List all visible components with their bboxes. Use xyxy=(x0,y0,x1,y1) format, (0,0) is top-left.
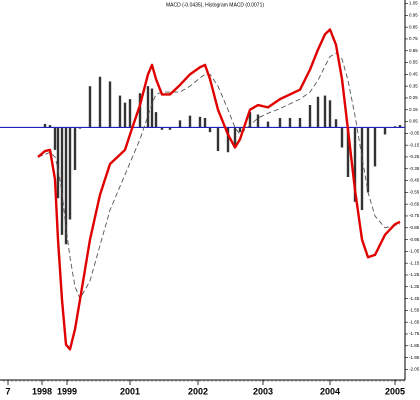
histogram-bar xyxy=(60,127,64,235)
x-tick-label: 1998 xyxy=(32,386,52,396)
histogram-bar xyxy=(64,127,68,245)
y-tick-label: -1.55 xyxy=(409,308,420,313)
histogram-bar xyxy=(360,127,364,211)
y-tick-label: 0.55 xyxy=(409,60,418,65)
y-tick-label: 0.35 xyxy=(409,83,418,88)
histogram-bar xyxy=(226,127,230,153)
histogram-bar xyxy=(203,118,207,128)
histogram-bar xyxy=(328,100,332,128)
chart-title: MACD (-0.0435), Histogram MACD (0.0071) xyxy=(166,2,264,8)
histogram-bar xyxy=(154,112,158,128)
x-tick-label: 1999 xyxy=(57,386,77,396)
y-tick-label: -1.95 xyxy=(409,355,420,360)
histogram-bar xyxy=(208,127,212,133)
x-tick-label: 2003 xyxy=(253,386,273,396)
histogram-bar xyxy=(73,127,77,170)
signal-line xyxy=(37,52,401,300)
histogram-bar xyxy=(323,95,327,128)
histogram-bar xyxy=(88,86,92,128)
y-tick-label: -0.25 xyxy=(409,154,420,159)
x-tick-label: 2001 xyxy=(120,386,140,396)
histogram-bar xyxy=(248,112,252,128)
histogram-bar xyxy=(128,99,132,128)
histogram-bar xyxy=(298,118,302,128)
y-tick-label: -0.55 xyxy=(409,190,420,195)
x-tick-label: 2005 xyxy=(385,386,405,396)
y-tick-label: 0.75 xyxy=(409,36,418,41)
histogram-bar xyxy=(278,118,282,128)
y-tick-label: -1.45 xyxy=(409,296,420,301)
histogram-bar xyxy=(198,116,202,128)
histogram-bar xyxy=(188,115,192,128)
y-tick-label: -0.05 xyxy=(409,131,420,136)
histogram-bar xyxy=(346,127,350,178)
y-tick-label: 0.65 xyxy=(409,48,418,53)
histogram-bar xyxy=(146,86,150,128)
histogram-bar xyxy=(178,120,182,128)
histogram-bar xyxy=(316,96,320,128)
histogram-bar xyxy=(123,102,127,128)
y-tick-label: 0.15 xyxy=(409,107,418,112)
histogram-bar xyxy=(340,127,344,148)
histogram-bar xyxy=(308,105,312,128)
histogram-bar xyxy=(98,76,102,128)
y-tick-label: -1.85 xyxy=(409,343,420,348)
histogram-bar xyxy=(43,123,47,128)
histogram-bar xyxy=(353,127,357,202)
histogram-bar xyxy=(266,121,270,128)
histogram-bar xyxy=(238,127,242,133)
histogram-bar xyxy=(168,127,172,130)
y-tick-label: -0.15 xyxy=(409,142,420,147)
histogram-bar xyxy=(334,119,338,128)
y-tick-label: 0.25 xyxy=(409,95,418,100)
macd-line xyxy=(37,28,401,351)
histogram-bar xyxy=(150,88,154,128)
histogram-bar xyxy=(118,95,122,128)
y-tick-label: 1.05 xyxy=(409,1,418,6)
y-tick-label: 0.05 xyxy=(409,119,418,124)
y-tick-label: -1.65 xyxy=(409,319,420,324)
histogram-bar xyxy=(256,114,260,128)
y-tick-label: 0.85 xyxy=(409,24,418,29)
y-tick-label: -0.85 xyxy=(409,225,420,230)
y-tick-label: -0.35 xyxy=(409,166,420,171)
y-tick-label: -0.65 xyxy=(409,201,420,206)
histogram-bar xyxy=(288,118,292,128)
y-tick-label: -0.95 xyxy=(409,237,420,242)
histogram-bar xyxy=(108,81,112,128)
y-tick-label: -1.15 xyxy=(409,260,420,265)
y-tick-label: -1.25 xyxy=(409,272,420,277)
histogram-bar xyxy=(53,127,57,150)
y-tick-label: 0.95 xyxy=(409,13,418,18)
histogram-bar xyxy=(373,127,377,167)
histogram-bar xyxy=(48,125,52,128)
y-tick-label: 0.45 xyxy=(409,72,418,77)
y-tick-label: -1.35 xyxy=(409,284,420,289)
histogram-bar xyxy=(398,125,402,128)
histogram-bar xyxy=(233,127,237,148)
histogram-bar xyxy=(138,93,142,128)
y-tick-label: -2.05 xyxy=(409,367,420,372)
histogram-bar xyxy=(68,127,72,220)
histogram-bar xyxy=(366,127,370,193)
histogram-bar xyxy=(383,127,387,135)
histogram-bar xyxy=(216,127,220,152)
x-tick-label: 2002 xyxy=(188,386,208,396)
x-tick-label: 7 xyxy=(5,386,10,396)
y-tick-label: -0.45 xyxy=(409,178,420,183)
y-tick-label: -1.75 xyxy=(409,331,420,336)
histogram-bar xyxy=(56,127,60,199)
y-tick-label: -0.75 xyxy=(409,213,420,218)
x-tick-label: 2004 xyxy=(320,386,340,396)
y-tick-label: -1.05 xyxy=(409,249,420,254)
histogram-bar xyxy=(160,127,164,130)
